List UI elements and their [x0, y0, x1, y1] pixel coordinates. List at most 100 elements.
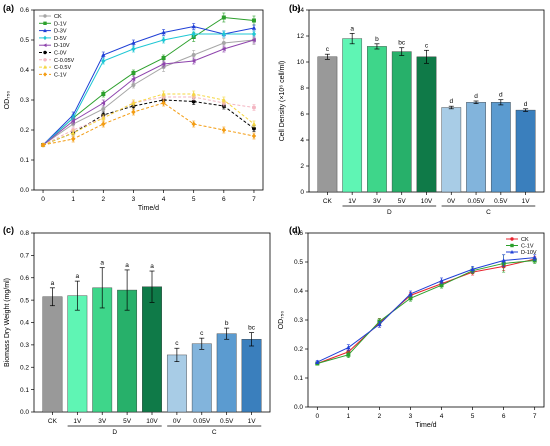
- bar: [166, 354, 187, 413]
- data-point: [251, 121, 257, 126]
- data-point: [131, 76, 136, 82]
- bar: [142, 286, 162, 413]
- data-point: [161, 91, 166, 96]
- y-tick-label: 0.2: [20, 127, 29, 134]
- legend-label: C-0.05V: [54, 58, 75, 64]
- series-line: [317, 258, 535, 364]
- data-point: [191, 58, 196, 64]
- y-tick-label: 0.1: [20, 157, 29, 164]
- legend-label: C-1V: [54, 72, 67, 78]
- significance-label: bc: [398, 40, 406, 47]
- significance-label: b: [225, 320, 229, 327]
- x-tick-label: 6: [502, 413, 506, 420]
- bar: [241, 339, 262, 413]
- data-point: [43, 58, 47, 62]
- data-point: [221, 15, 226, 20]
- bar: [342, 38, 363, 193]
- data-point: [131, 83, 136, 87]
- y-tick-label: 2: [300, 163, 304, 170]
- line-chart-d: 0.0 0.1 0.2 0.3 0.4 0.5 0.6(d) OD₇₅₀ 0 1 2 3 4 5 6 7 Tim…: [278, 225, 545, 429]
- data-point: [131, 100, 136, 105]
- bar: [191, 343, 212, 413]
- line-chart-a: 0.0 0.1 0.2 0.3 0.4 0.5 0.6 (a) OD₇₅₀ 0 1 2 3 4 5 6 7 Tim…: [3, 3, 264, 212]
- x-tick-label: 0.5V: [494, 198, 508, 205]
- data-point: [43, 65, 47, 69]
- data-point: [101, 52, 106, 57]
- y-tick-label: 10: [297, 59, 305, 66]
- y-tick-label: 0.4: [20, 320, 29, 327]
- series-line: [317, 260, 535, 364]
- series-line: [42, 96, 255, 146]
- x-tick-label: 3V: [98, 418, 107, 425]
- y-tick-label: 0.6: [294, 230, 303, 237]
- data-point: [131, 46, 136, 52]
- legend-label: CK: [521, 237, 529, 243]
- data-point: [191, 31, 196, 37]
- data-point: [70, 118, 75, 124]
- data-point: [70, 130, 76, 135]
- y-tick-label: 0.6: [20, 275, 29, 282]
- legend-label: D-5V: [54, 36, 67, 42]
- x-tick-label: 6: [222, 196, 226, 203]
- series-line: [42, 16, 255, 146]
- panel-label: (c): [3, 225, 14, 235]
- data-point: [191, 24, 196, 29]
- group-label: D: [112, 429, 117, 436]
- significance-label: a: [100, 260, 104, 267]
- y-tick-label: 0.2: [20, 364, 29, 371]
- group-label: C: [486, 209, 491, 216]
- data-point: [70, 136, 76, 142]
- legend-label: D-10V: [521, 250, 537, 256]
- legend-label: C-1V: [521, 244, 534, 250]
- x-tick-label: CK: [48, 418, 58, 425]
- bar-chart-c: 0.0 0.1 0.2 0.3 0.4 0.5 0.6 0.7 0.8 (c) Biomass Dr…: [3, 225, 271, 436]
- x-tick-label: 5V: [123, 418, 132, 425]
- data-point: [161, 61, 166, 67]
- bar: [391, 51, 412, 193]
- x-tick-label: 10V: [421, 198, 433, 205]
- data-point: [221, 41, 226, 45]
- x-tick-label: 7: [533, 413, 537, 420]
- x-tick-label: 1V: [522, 198, 531, 205]
- data-point: [251, 18, 256, 23]
- legend-label: CK: [54, 14, 62, 20]
- bar: [42, 296, 63, 413]
- data-point: [532, 255, 537, 260]
- x-axis-label: Time/d: [415, 422, 436, 429]
- significance-label: d: [449, 98, 453, 105]
- data-point: [251, 31, 257, 37]
- data-point: [510, 237, 514, 241]
- data-point: [221, 127, 227, 133]
- data-point: [510, 249, 514, 254]
- y-tick-label: 6: [300, 111, 304, 118]
- data-point: [346, 352, 351, 357]
- panel-label: (d): [289, 225, 301, 235]
- y-tick-label: 0.4: [20, 67, 29, 74]
- series-line: [42, 39, 255, 146]
- data-point: [251, 126, 256, 131]
- y-axis-label: Biomass Dry Weight (mg/ml): [4, 278, 11, 367]
- data-point: [161, 56, 166, 60]
- panel-label: (b): [289, 3, 301, 13]
- y-tick-label: 0.4: [294, 288, 303, 295]
- series-line: [42, 102, 255, 146]
- x-tick-label: 4: [440, 413, 444, 420]
- bar: [367, 46, 387, 193]
- significance-label: a: [350, 25, 354, 32]
- plot-frame: [307, 232, 545, 408]
- significance-label: a: [51, 280, 55, 287]
- data-point: [221, 46, 226, 52]
- data-point: [191, 121, 196, 127]
- significance-label: c: [175, 340, 179, 347]
- y-tick-label: 0.8: [20, 230, 29, 237]
- data-point: [510, 243, 514, 248]
- data-point: [40, 142, 46, 148]
- series-line: [42, 33, 254, 146]
- x-tick-label: CK: [323, 198, 333, 205]
- y-tick-label: 0.3: [294, 317, 303, 324]
- x-tick-label: 0.05V: [193, 418, 211, 425]
- data-point: [43, 72, 47, 77]
- data-point: [408, 296, 413, 301]
